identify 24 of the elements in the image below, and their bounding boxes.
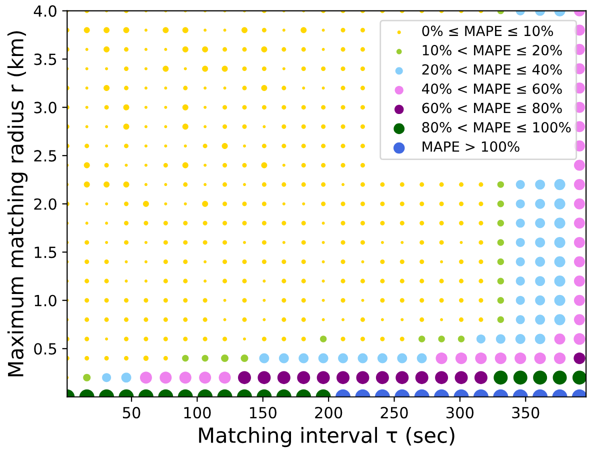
y-tick-label: 4.0 bbox=[34, 5, 56, 17]
x-tick-label: 200 bbox=[315, 406, 342, 418]
y-tick-label: 3.5 bbox=[34, 54, 56, 66]
y-tick-label: 0.5 bbox=[34, 343, 56, 355]
legend-label: 0% ≤ MAPE ≤ 10% bbox=[422, 26, 554, 36]
y-axis-title: Maximum matching radius r (km) bbox=[7, 31, 28, 376]
legend-label: 80% < MAPE ≤ 100% bbox=[422, 122, 571, 133]
x-axis-title: Matching interval τ (sec) bbox=[199, 426, 454, 448]
x-tick-label: 50 bbox=[122, 406, 140, 418]
y-tick-label: 1.0 bbox=[34, 294, 56, 306]
x-tick-label: 100 bbox=[184, 406, 211, 418]
x-tick-label: 350 bbox=[512, 406, 540, 418]
y-tick-label: 3.0 bbox=[34, 102, 56, 114]
legend-label: 20% < MAPE ≤ 40% bbox=[422, 64, 562, 75]
y-tick-label: 2.5 bbox=[34, 150, 56, 162]
legend-label: MAPE > 100% bbox=[422, 141, 520, 152]
x-tick-label: 300 bbox=[446, 406, 474, 418]
legend-label: 10% < MAPE ≤ 20% bbox=[422, 44, 562, 56]
y-tick-label: 2.0 bbox=[34, 198, 56, 210]
x-tick-label: 250 bbox=[380, 406, 408, 418]
legend-label: 40% < MAPE ≤ 60% bbox=[422, 83, 562, 94]
y-tick-label: 1.5 bbox=[34, 246, 56, 258]
legend-label: 60% < MAPE ≤ 80% bbox=[422, 102, 562, 114]
x-tick-label: 150 bbox=[250, 406, 276, 418]
